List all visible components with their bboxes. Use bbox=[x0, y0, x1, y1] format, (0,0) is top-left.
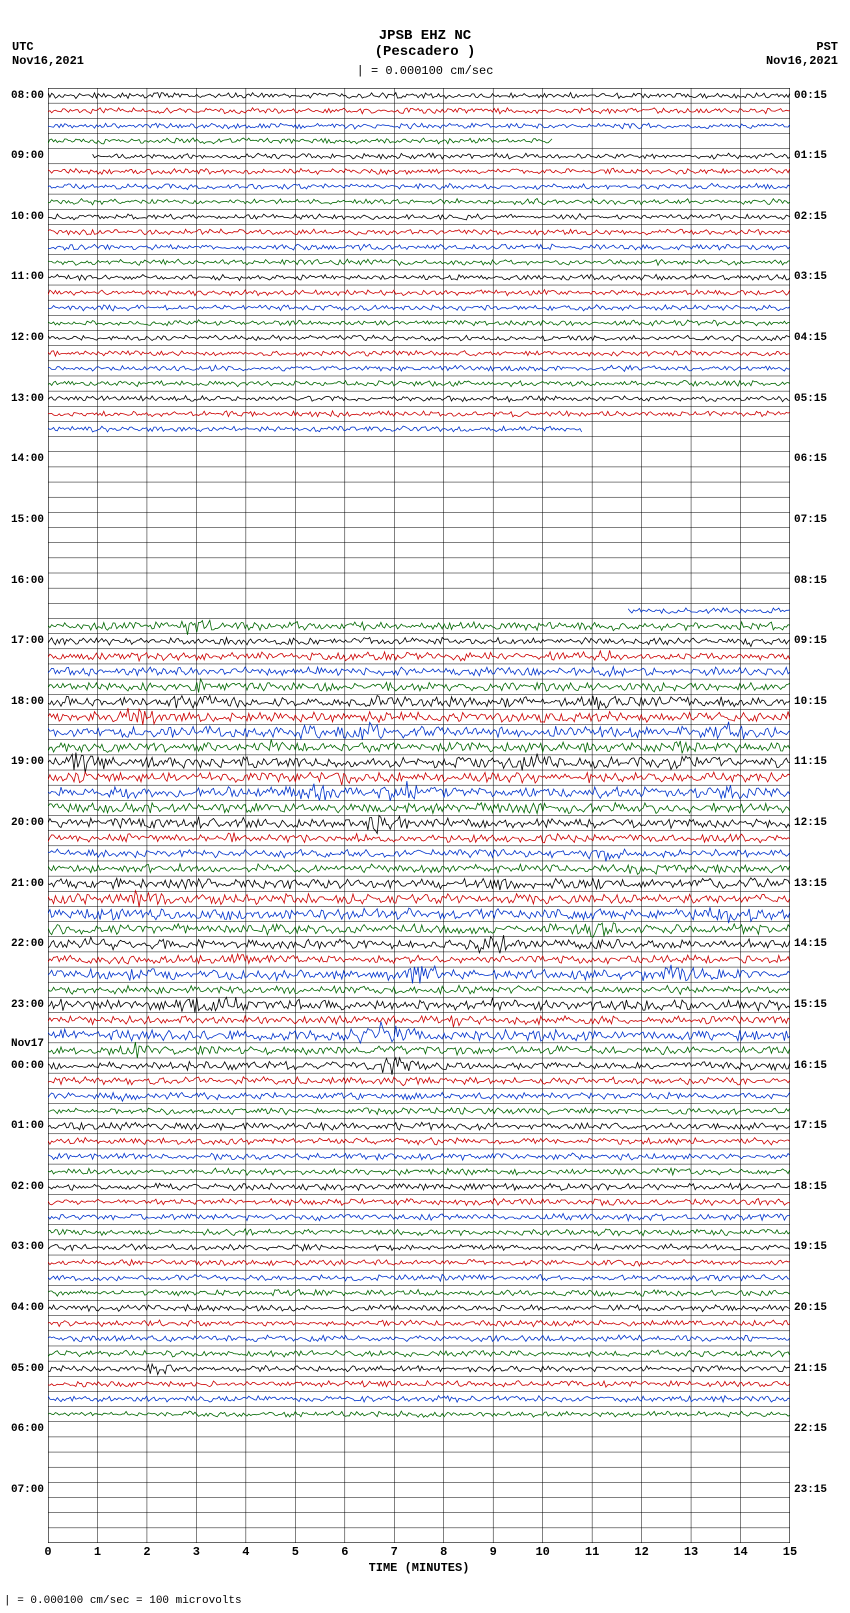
utc-hour-labels: 08:0009:0010:0011:0012:0013:0014:0015:00… bbox=[4, 88, 46, 1543]
station-subtitle: (Pescadero ) bbox=[0, 44, 850, 60]
tz-right: PST bbox=[766, 40, 838, 54]
date-right: Nov16,2021 bbox=[766, 54, 838, 68]
chart-header: JPSB EHZ NC (Pescadero ) | = 0.000100 cm… bbox=[0, 0, 850, 78]
pst-date-label: PST Nov16,2021 bbox=[766, 40, 838, 68]
helicorder-svg bbox=[48, 88, 790, 1543]
scale-note: | = 0.000100 cm/sec bbox=[0, 64, 850, 78]
x-axis-label: TIME (MINUTES) bbox=[48, 1561, 790, 1575]
x-tick-labels: 0123456789101112131415 bbox=[48, 1545, 790, 1559]
footer-scale-note: | = 0.000100 cm/sec = 100 microvolts bbox=[4, 1595, 242, 1607]
station-title: JPSB EHZ NC bbox=[0, 28, 850, 44]
utc-date-label: UTC Nov16,2021 bbox=[12, 40, 84, 68]
tz-left: UTC bbox=[12, 40, 84, 54]
x-axis: 0123456789101112131415 TIME (MINUTES) bbox=[48, 1545, 790, 1575]
pst-hour-labels: 00:1501:1502:1503:1504:1505:1506:1507:15… bbox=[792, 88, 842, 1543]
seismogram-container: UTC Nov16,2021 PST Nov16,2021 JPSB EHZ N… bbox=[0, 0, 850, 1613]
date-left: Nov16,2021 bbox=[12, 54, 84, 68]
helicorder-plot bbox=[48, 88, 790, 1543]
